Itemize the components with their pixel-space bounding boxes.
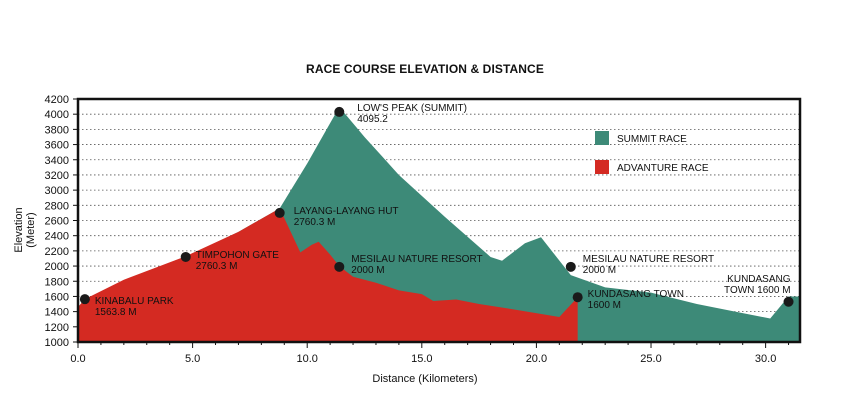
- waypoint-marker: [565, 261, 576, 272]
- legend-swatch: [595, 160, 609, 174]
- waypoint-elevation: 2760.3 M: [294, 217, 336, 228]
- y-tick-label: 3800: [45, 124, 69, 136]
- y-axis-ticks: 1000 1200 1400 1600 1800 2000 2200 2400 2600 2800…: [45, 94, 78, 349]
- waypoint-marker: [79, 294, 90, 305]
- x-axis-ticks: 0.0 5.0 10.0 15.0 20.0 25.0 30.0: [70, 342, 790, 365]
- y-tick-label: 3600: [45, 140, 69, 152]
- waypoint-name: TIMPOHON GATE: [196, 250, 279, 261]
- y-tick-label: 4000: [45, 109, 69, 121]
- waypoint-marker: [334, 106, 345, 117]
- y-tick-label: 2600: [45, 216, 69, 228]
- x-tick-label: 25.0: [640, 353, 661, 365]
- series-area-advanture-race: [78, 208, 578, 342]
- waypoint-elevation: 1600 M: [588, 300, 621, 311]
- waypoint-elevation: 2000 M: [583, 265, 616, 276]
- y-tick-label: 1600: [45, 291, 69, 303]
- x-tick-label: 5.0: [185, 353, 200, 365]
- x-axis-label: Distance (Kilometers): [372, 373, 478, 385]
- waypoint-name: LOW'S PEAK (SUMMIT): [357, 103, 467, 114]
- y-tick-label: 3000: [45, 185, 69, 197]
- waypoint-name: KUNDASANG TOWN: [588, 289, 684, 300]
- waypoint-elevation: 2760.3 M: [196, 261, 238, 272]
- y-tick-label: 1400: [45, 307, 69, 319]
- y-tick-label: 4200: [45, 94, 69, 106]
- x-tick-label: 30.0: [755, 353, 776, 365]
- waypoint-marker: [783, 296, 794, 307]
- x-tick-label: 0.0: [70, 353, 85, 365]
- waypoint-name: KINABALU PARK: [95, 296, 174, 307]
- y-tick-label: 1000: [45, 337, 69, 349]
- y-tick-label: 1800: [45, 276, 69, 288]
- waypoint-name: MESILAU NATURE RESORT: [583, 254, 714, 265]
- x-tick-label: 10.0: [296, 353, 317, 365]
- waypoint-elevation: 1563.8 M: [95, 307, 137, 318]
- x-tick-label: 15.0: [411, 353, 432, 365]
- legend-swatch: [595, 131, 609, 145]
- y-tick-label: 2200: [45, 246, 69, 258]
- y-tick-label: 3200: [45, 170, 69, 182]
- x-tick-label: 20.0: [526, 353, 547, 365]
- y-tick-label: 2000: [45, 261, 69, 273]
- legend-label: SUMMIT RACE: [617, 134, 687, 145]
- waypoint-elevation: 2000 M: [351, 265, 384, 276]
- waypoint-elevation: TOWN 1600 M: [724, 285, 791, 296]
- waypoint-marker: [334, 261, 345, 272]
- y-tick-label: 2400: [45, 231, 69, 243]
- y-tick-label: 2800: [45, 200, 69, 212]
- waypoint-marker: [180, 251, 191, 262]
- legend: SUMMIT RACE ADVANTURE RACE: [595, 131, 709, 174]
- waypoint-marker: [274, 207, 285, 218]
- waypoint-marker: [572, 292, 583, 303]
- legend-label: ADVANTURE RACE: [617, 163, 709, 174]
- chart-title: RACE COURSE ELEVATION & DISTANCE: [306, 62, 544, 76]
- waypoint-elevation: 4095.2: [357, 114, 388, 125]
- y-tick-label: 3400: [45, 155, 69, 167]
- waypoint-name: MESILAU NATURE RESORT: [351, 254, 482, 265]
- y-tick-label: 1200: [45, 322, 69, 334]
- series-areas: [78, 106, 800, 342]
- waypoint-name: KUNDASANG: [727, 274, 791, 285]
- waypoint-name: LAYANG-LAYANG HUT: [294, 206, 399, 217]
